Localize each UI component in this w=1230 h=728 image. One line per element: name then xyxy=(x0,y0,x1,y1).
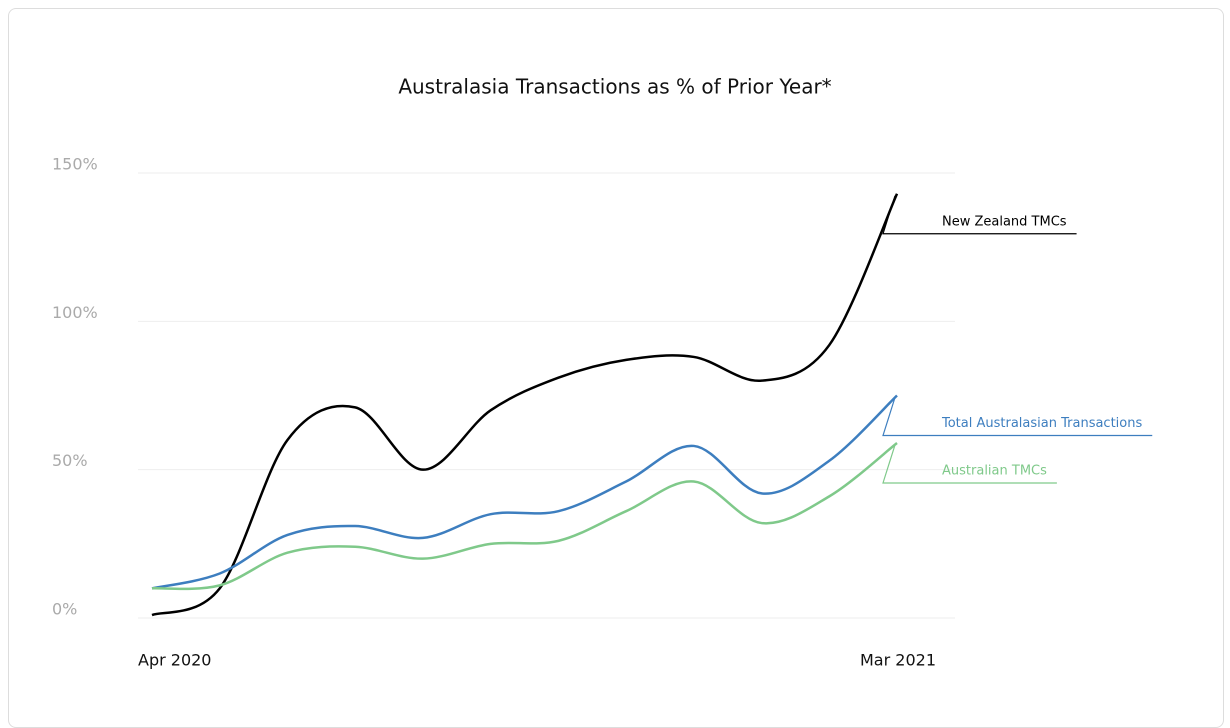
y-tick-label: 100% xyxy=(52,303,98,322)
x-tick-label: Mar 2021 xyxy=(860,651,936,670)
x-tick-label: Apr 2020 xyxy=(138,651,211,670)
leader-line xyxy=(882,397,1153,437)
chart-title: Australasia Transactions as % of Prior Y… xyxy=(398,75,831,99)
series-line xyxy=(151,193,899,617)
y-tick-label: 150% xyxy=(52,155,98,174)
series-line xyxy=(151,394,898,590)
series-line xyxy=(151,441,898,591)
leader-line xyxy=(882,195,1077,235)
leader-line xyxy=(882,444,1057,484)
series-label: New Zealand TMCs xyxy=(942,214,1067,229)
series-label: Australian TMCs xyxy=(942,463,1047,478)
series-label: Total Australasian Transactions xyxy=(941,416,1142,431)
y-tick-label: 0% xyxy=(52,600,77,619)
y-tick-label: 50% xyxy=(52,451,88,470)
